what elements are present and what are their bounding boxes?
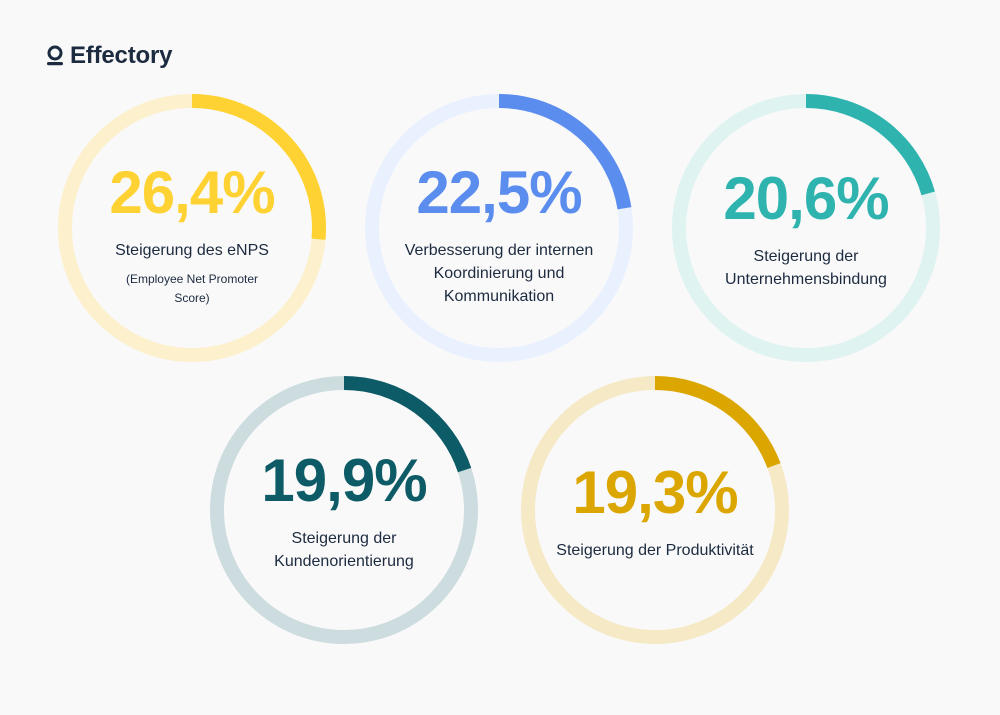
person-icon (47, 45, 63, 66)
gauge-ring (672, 94, 940, 362)
gauge-koordinierung: 22,5% Verbesserung der internen Koordini… (359, 88, 639, 368)
gauge-label: Verbesserung der internen Koordinierung … (404, 241, 594, 305)
gauge-note: (Employee Net Promoter Score) (125, 271, 259, 305)
gauge-progress-arc (210, 376, 478, 644)
gauge-value: 19,9% (261, 447, 427, 514)
gauge-unternehmensbindung: 20,6% Steigerung der Unternehmensbindung (666, 88, 946, 368)
gauge-ring (58, 94, 326, 362)
gauge-value: 19,3% (572, 458, 738, 526)
gauge-progress-arc (521, 376, 789, 644)
brand-name: Effectory (70, 42, 173, 69)
gauge-ring (210, 376, 478, 644)
gauge-label: Steigerung der Unternehmensbindung (725, 248, 887, 288)
gauge-value: 20,6% (723, 165, 889, 232)
gauge-progress-arc (58, 94, 326, 362)
gauge-ring (521, 376, 789, 644)
gauge-label: Steigerung der Produktivität (556, 541, 754, 559)
brand-logo: Effectory (46, 42, 172, 70)
gauge-produktivitaet: 19,3% Steigerung der Produktivität (515, 370, 795, 650)
gauge-kundenorientierung: 19,9% Steigerung der Kundenorientierung (204, 370, 484, 650)
gauge-label: Steigerung der Kundenorientierung (274, 530, 414, 570)
gauge-ring (365, 94, 633, 362)
gauge-progress-arc (365, 94, 633, 362)
gauge-value: 26,4% (109, 158, 275, 226)
gauge-value: 22,5% (416, 158, 582, 226)
gauge-enps: 26,4% Steigerung des eNPS (Employee Net … (52, 88, 332, 368)
gauge-progress-arc (672, 94, 940, 362)
gauge-label: Steigerung des eNPS (115, 241, 269, 259)
